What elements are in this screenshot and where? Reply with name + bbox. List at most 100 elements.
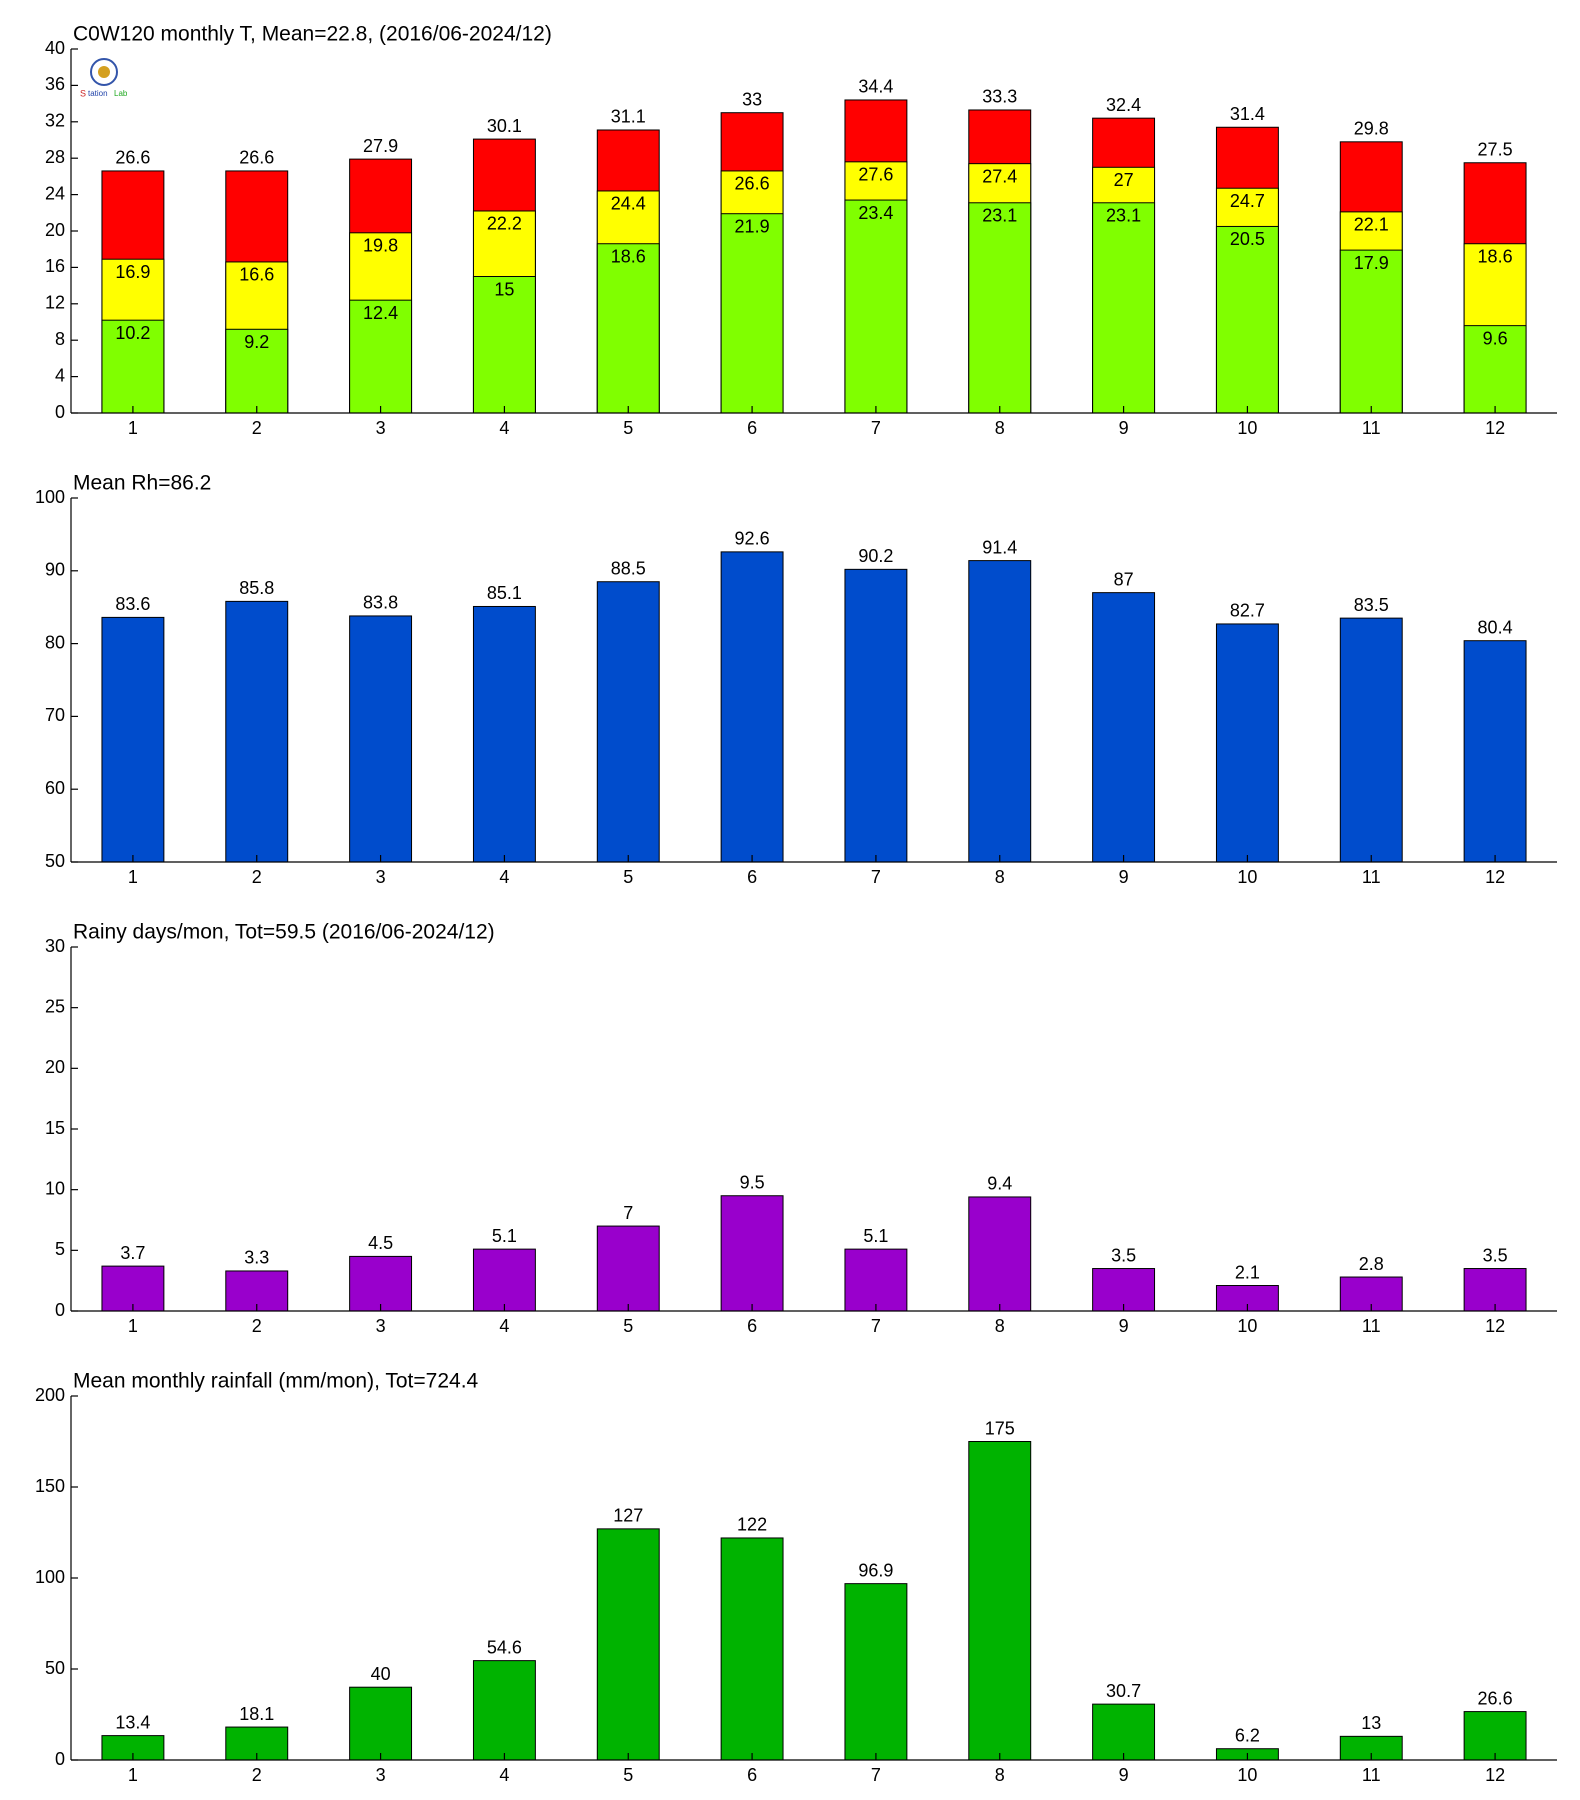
x-tick-label: 3 xyxy=(376,1316,386,1336)
y-tick-label: 4 xyxy=(55,365,65,385)
value-label: 4.5 xyxy=(368,1233,393,1253)
value-label: 96.9 xyxy=(858,1560,893,1580)
x-tick-label: 1 xyxy=(128,1765,138,1785)
x-tick-label: 11 xyxy=(1362,1765,1381,1785)
bar xyxy=(472,1248,536,1312)
value-label: 3.3 xyxy=(244,1248,269,1268)
value-label: 24.7 xyxy=(1230,191,1265,211)
x-tick-label: 9 xyxy=(1119,418,1129,438)
bar xyxy=(720,551,784,863)
y-tick-label: 15 xyxy=(45,1118,65,1138)
value-label: 90.2 xyxy=(858,546,893,566)
y-tick-label: 80 xyxy=(45,632,65,652)
bar xyxy=(596,1225,660,1312)
value-label: 80.4 xyxy=(1478,617,1513,637)
bar xyxy=(844,1248,908,1312)
bar xyxy=(1463,325,1527,414)
value-label: 40 xyxy=(371,1664,391,1684)
value-label: 32.4 xyxy=(1106,95,1141,115)
x-tick-label: 9 xyxy=(1119,1765,1129,1785)
bar xyxy=(349,1255,413,1312)
y-tick-label: 0 xyxy=(55,1749,65,1769)
value-label: 26.6 xyxy=(1478,1688,1513,1708)
bar xyxy=(1092,1703,1156,1761)
y-tick-label: 90 xyxy=(45,560,65,580)
y-tick-label: 200 xyxy=(35,1385,65,1405)
value-label: 10.2 xyxy=(115,323,150,343)
x-tick-label: 8 xyxy=(995,867,1005,887)
x-tick-label: 1 xyxy=(128,867,138,887)
x-tick-label: 5 xyxy=(623,418,633,438)
value-label: 30.7 xyxy=(1106,1681,1141,1701)
bar xyxy=(720,1195,784,1312)
y-tick-label: 0 xyxy=(55,402,65,422)
bar xyxy=(1463,1711,1527,1761)
bar xyxy=(720,213,784,414)
x-tick-label: 10 xyxy=(1237,1765,1257,1785)
x-tick-label: 9 xyxy=(1119,867,1129,887)
bar xyxy=(1092,1268,1156,1312)
y-tick-label: 20 xyxy=(45,1057,65,1077)
value-label: 9.4 xyxy=(987,1174,1012,1194)
bar xyxy=(349,1686,413,1761)
x-tick-label: 11 xyxy=(1362,418,1381,438)
svg-text:tation: tation xyxy=(88,89,108,98)
x-tick-label: 6 xyxy=(747,418,757,438)
value-label: 83.5 xyxy=(1354,595,1389,615)
value-label: 29.8 xyxy=(1354,119,1389,139)
value-label: 31.4 xyxy=(1230,104,1265,124)
x-tick-label: 5 xyxy=(623,1765,633,1785)
x-tick-label: 2 xyxy=(252,418,262,438)
x-tick-label: 12 xyxy=(1485,867,1505,887)
chart-title: Mean monthly rainfall (mm/mon), Tot=724.… xyxy=(73,1370,479,1393)
x-tick-label: 6 xyxy=(747,1765,757,1785)
chart-title: Rainy days/mon, Tot=59.5 (2016/06-2024/1… xyxy=(73,921,495,944)
bar xyxy=(349,615,413,863)
value-label: 18.6 xyxy=(1478,246,1513,266)
bar xyxy=(1092,592,1156,863)
y-tick-label: 24 xyxy=(45,183,65,203)
value-label: 88.5 xyxy=(611,558,646,578)
chart-title: C0W120 monthly T, Mean=22.8, (2016/06-20… xyxy=(73,23,552,46)
y-tick-label: 100 xyxy=(35,487,65,507)
y-tick-label: 150 xyxy=(35,1476,65,1496)
value-label: 85.1 xyxy=(487,583,522,603)
bar xyxy=(1339,617,1403,863)
y-tick-label: 60 xyxy=(45,778,65,798)
bar xyxy=(101,616,165,863)
x-tick-label: 5 xyxy=(623,867,633,887)
bar xyxy=(472,605,536,863)
y-tick-label: 36 xyxy=(45,74,65,94)
y-tick-label: 40 xyxy=(45,38,65,58)
value-label: 54.6 xyxy=(487,1637,522,1657)
x-tick-label: 11 xyxy=(1362,1316,1381,1336)
x-tick-label: 4 xyxy=(499,1316,509,1336)
bar xyxy=(225,600,289,863)
x-tick-label: 1 xyxy=(128,1316,138,1336)
value-label: 83.8 xyxy=(363,593,398,613)
value-label: 9.6 xyxy=(1483,328,1508,348)
value-label: 22.1 xyxy=(1354,215,1389,235)
x-tick-label: 10 xyxy=(1237,867,1257,887)
bar xyxy=(596,1528,660,1761)
bar xyxy=(1463,640,1527,863)
y-tick-label: 28 xyxy=(45,147,65,167)
bar xyxy=(349,299,413,414)
x-tick-label: 7 xyxy=(871,867,881,887)
value-label: 23.1 xyxy=(1106,206,1141,226)
y-tick-label: 0 xyxy=(55,1300,65,1320)
value-label: 18.1 xyxy=(239,1704,274,1724)
value-label: 83.6 xyxy=(115,594,150,614)
value-label: 27.4 xyxy=(982,166,1017,186)
bar xyxy=(596,581,660,863)
y-tick-label: 100 xyxy=(35,1567,65,1587)
value-label: 175 xyxy=(985,1418,1015,1438)
value-label: 30.1 xyxy=(487,116,522,136)
x-tick-label: 3 xyxy=(376,418,386,438)
value-label: 33 xyxy=(742,89,762,109)
value-label: 9.2 xyxy=(244,332,269,352)
y-tick-label: 70 xyxy=(45,705,65,725)
value-label: 24.4 xyxy=(611,194,646,214)
y-tick-label: 32 xyxy=(45,111,65,131)
value-label: 3.7 xyxy=(120,1243,145,1263)
